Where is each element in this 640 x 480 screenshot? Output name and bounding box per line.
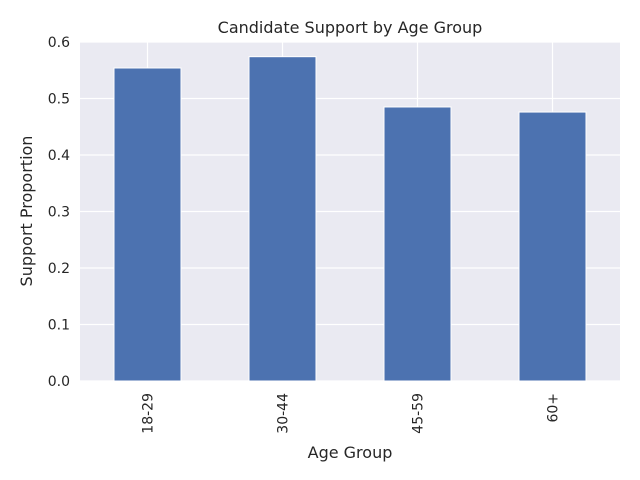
x-tick-label: 60+: [546, 393, 562, 423]
chart-title: Candidate Support by Age Group: [218, 18, 483, 37]
y-tick-label: 0.2: [48, 261, 70, 277]
y-tick-label: 0.4: [48, 148, 70, 164]
x-tick-label: 45-59: [411, 393, 427, 434]
bar-45-59: [383, 106, 452, 382]
y-tick-label: 0.0: [48, 374, 70, 390]
y-tick-label: 0.6: [48, 35, 70, 51]
y-tick-label: 0.5: [48, 92, 70, 108]
bars: [113, 56, 587, 382]
x-tick-label: 30-44: [276, 393, 292, 434]
y-axis-label: Support Proportion: [17, 136, 36, 287]
bar-18-29: [113, 67, 182, 382]
y-tick-labels: 0.0 0.1 0.2 0.3 0.4 0.5 0.6: [48, 35, 70, 390]
y-tick-label: 0.3: [48, 205, 70, 221]
x-tick-label: 18-29: [141, 393, 157, 434]
y-tick-label: 0.1: [48, 318, 70, 334]
x-tick-labels: 18-29 30-44 45-59 60+: [141, 393, 562, 434]
bar-30-44: [248, 56, 317, 382]
bar-60+: [518, 111, 587, 382]
x-axis-label: Age Group: [308, 443, 393, 462]
